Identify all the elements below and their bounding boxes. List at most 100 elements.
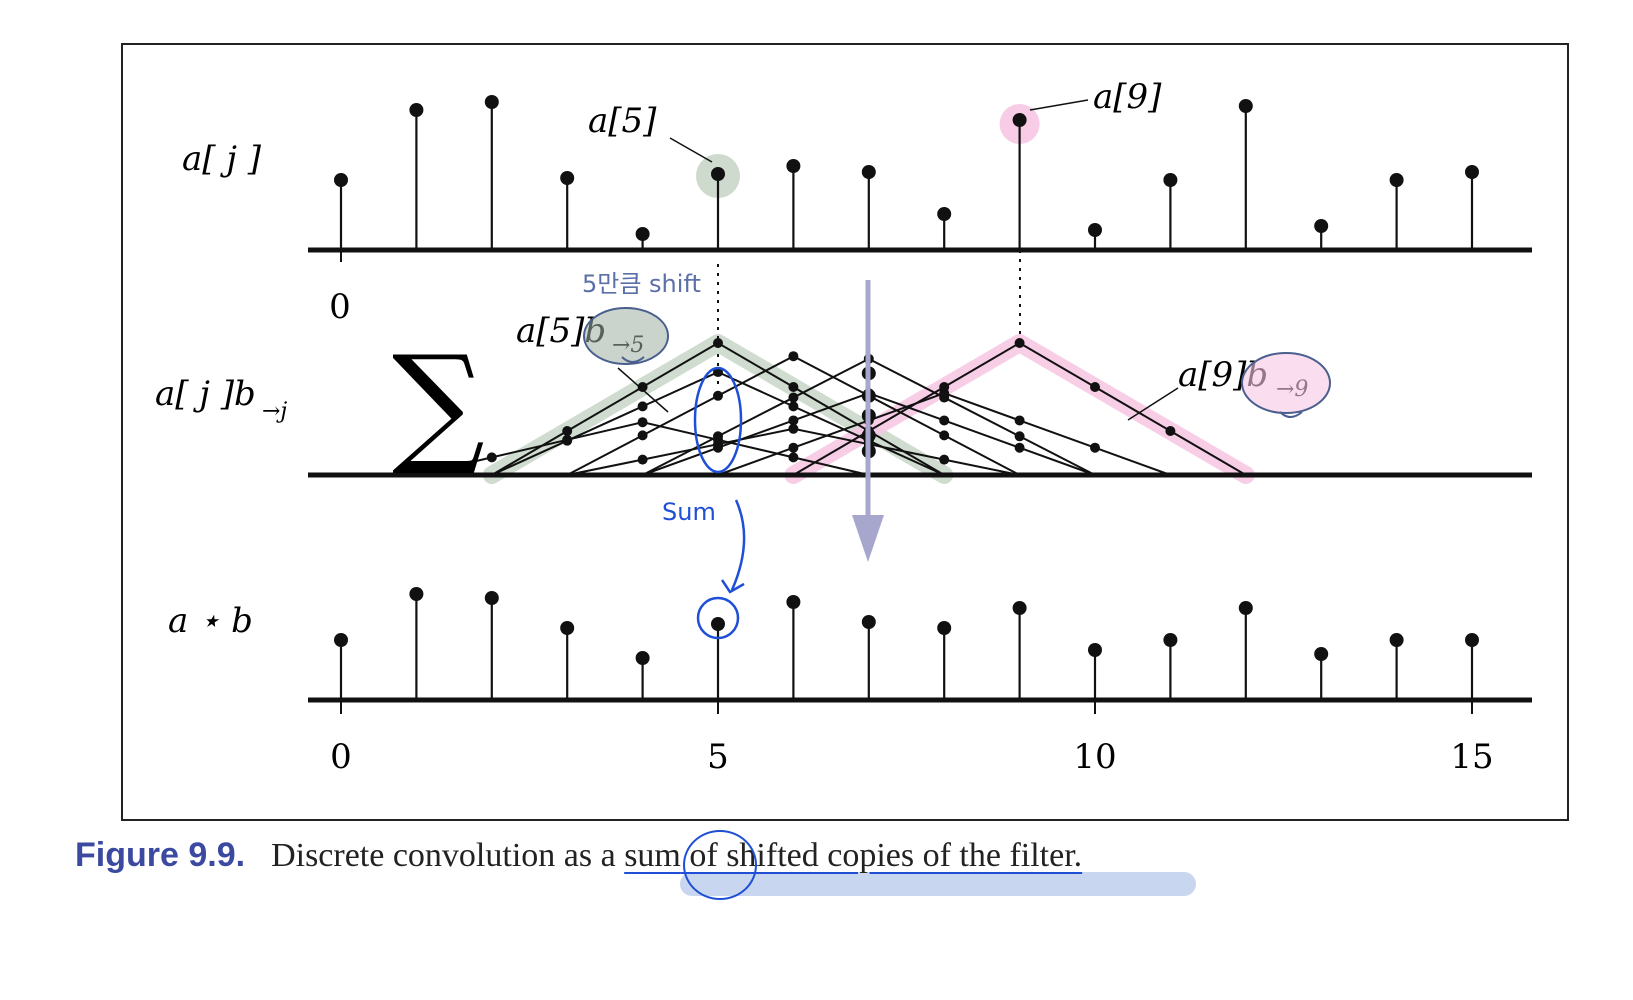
conv-point-12 bbox=[1238, 601, 1253, 615]
a-point-4 bbox=[635, 227, 650, 241]
a-point-10 bbox=[1088, 223, 1102, 237]
sum-arrow-curve bbox=[730, 499, 746, 591]
a9b-marker-tick bbox=[1279, 411, 1303, 418]
a-point-11 bbox=[1163, 173, 1178, 187]
shifted-filter-5-point-3 bbox=[1090, 382, 1100, 392]
conv-point-11 bbox=[1163, 633, 1178, 647]
conv-point-10 bbox=[1088, 643, 1102, 657]
shifted-filter-7-point-2 bbox=[637, 417, 648, 428]
a-point-9 bbox=[1012, 113, 1027, 127]
conv-point-9 bbox=[1012, 601, 1027, 615]
sum-ellipse bbox=[693, 366, 743, 474]
a-point-5 bbox=[711, 167, 725, 181]
figure-caption: Figure 9.9. Discrete convolution as a sum… bbox=[75, 836, 1575, 886]
conv-point-0 bbox=[334, 633, 348, 647]
label-a5: a[5] bbox=[588, 101, 657, 141]
a5b-marker-tick bbox=[621, 356, 645, 363]
caption-sum-word: sum bbox=[624, 837, 681, 874]
a-point-1 bbox=[409, 103, 424, 117]
shifted-filter-0-point-3 bbox=[788, 382, 799, 392]
shifted-filter-2-point-1 bbox=[713, 390, 723, 401]
shifted-filter-6-point-3 bbox=[1014, 415, 1025, 426]
conv-point-1 bbox=[409, 587, 424, 601]
shifted-filter-2-point-2 bbox=[788, 351, 799, 362]
conv-point-15 bbox=[1465, 633, 1479, 647]
shifted-filter-1-point-1 bbox=[637, 401, 648, 412]
caption-highlight bbox=[680, 872, 1196, 896]
conv-point-8 bbox=[937, 621, 952, 635]
shifted-filter-0-point-1 bbox=[637, 382, 648, 392]
shifted-filter-7-point-1 bbox=[562, 434, 573, 445]
shifted-filter-4-point-1 bbox=[788, 415, 799, 426]
row-label-mid-sub: →j bbox=[262, 399, 287, 424]
conv-point-13 bbox=[1314, 647, 1329, 661]
shifted-filter-2-point-0 bbox=[637, 430, 648, 441]
conv-point-2 bbox=[484, 591, 499, 605]
shifted-filter-2-point-4 bbox=[939, 430, 950, 441]
conv-point-5 bbox=[711, 617, 725, 631]
shifted-filter-7-point-4 bbox=[788, 452, 799, 463]
a-point-14 bbox=[1389, 173, 1404, 187]
leader-a9b bbox=[1127, 387, 1179, 421]
row-label-mid: a[ j ]b bbox=[155, 374, 256, 414]
conv-point-6 bbox=[786, 595, 801, 609]
shifted-filter-1-point-3 bbox=[788, 401, 799, 412]
shifted-filter-6-point-4 bbox=[1090, 442, 1100, 453]
leader-a5 bbox=[669, 137, 713, 163]
shifted-filter-4-point-4 bbox=[1014, 442, 1025, 453]
a-point-13 bbox=[1314, 219, 1329, 233]
shifted-filter-3-point-4 bbox=[1014, 431, 1025, 442]
shifted-filter-3-point-1 bbox=[788, 392, 799, 403]
shifted-filter-7-point-0 bbox=[486, 452, 497, 463]
figure-frame bbox=[121, 43, 1569, 821]
result-5-circle bbox=[696, 596, 740, 640]
shifted-filter-8-point-4 bbox=[939, 454, 950, 465]
sum-arrow-tip bbox=[720, 579, 745, 594]
sigma-symbol: ∑ bbox=[392, 327, 485, 479]
conv-point-7 bbox=[861, 615, 876, 629]
conv-point-3 bbox=[560, 621, 575, 635]
a-point-8 bbox=[937, 207, 952, 221]
bottom-tick-label-15: 15 bbox=[1450, 737, 1493, 777]
a5b-marker-circle bbox=[583, 307, 669, 365]
bottom-tick-label-0: 0 bbox=[330, 737, 352, 777]
leader-a9 bbox=[1029, 99, 1089, 111]
caption-label: Figure 9.9. bbox=[75, 836, 246, 874]
row-label-a: a[ j ] bbox=[182, 139, 262, 179]
shifted-filter-6-point-0 bbox=[788, 442, 799, 453]
conv-point-4 bbox=[635, 651, 650, 665]
a-point-12 bbox=[1238, 99, 1253, 113]
a-point-15 bbox=[1465, 165, 1479, 179]
signal-a-row bbox=[334, 95, 1479, 250]
top-axis-tick-label: 0 bbox=[329, 287, 351, 327]
a-point-2 bbox=[484, 95, 499, 109]
shifted-filter-0-point-0 bbox=[562, 426, 573, 436]
shifted-filter-8-point-2 bbox=[788, 423, 799, 434]
shifted-filter-4-point-3 bbox=[939, 415, 950, 426]
a-point-7 bbox=[861, 165, 876, 179]
row-label-conv: a ⋆ b bbox=[168, 601, 253, 641]
a9b-marker-circle bbox=[1241, 352, 1331, 414]
shifted-filter-5-point-2 bbox=[1014, 338, 1025, 348]
a-point-6 bbox=[786, 159, 801, 173]
conv-point-14 bbox=[1389, 633, 1404, 647]
a-point-0 bbox=[334, 173, 348, 187]
bottom-tick-label-10: 10 bbox=[1073, 737, 1116, 777]
convolution-row bbox=[334, 587, 1479, 700]
shifted-filter-8-point-1 bbox=[713, 439, 723, 450]
caption-pre: Discrete convolution as a bbox=[271, 837, 625, 874]
shifted-filter-6-point-2 bbox=[939, 388, 950, 399]
sum-note: Sum bbox=[662, 498, 716, 526]
caption-sum-circle bbox=[683, 830, 757, 900]
shifted-filter-5-point-4 bbox=[1165, 426, 1176, 436]
bottom-tick-label-5: 5 bbox=[707, 737, 729, 777]
a-point-3 bbox=[560, 171, 575, 185]
label-a9: a[9] bbox=[1093, 77, 1162, 117]
bottom-tick-marks bbox=[340, 700, 1473, 714]
sum-arrow-head bbox=[852, 515, 884, 562]
leader-a5b bbox=[617, 367, 669, 413]
shifted-filter-8-point-0 bbox=[637, 454, 648, 465]
shift-note: 5만큼 shift bbox=[582, 270, 701, 298]
shifted-filter-0-point-2 bbox=[713, 338, 723, 348]
